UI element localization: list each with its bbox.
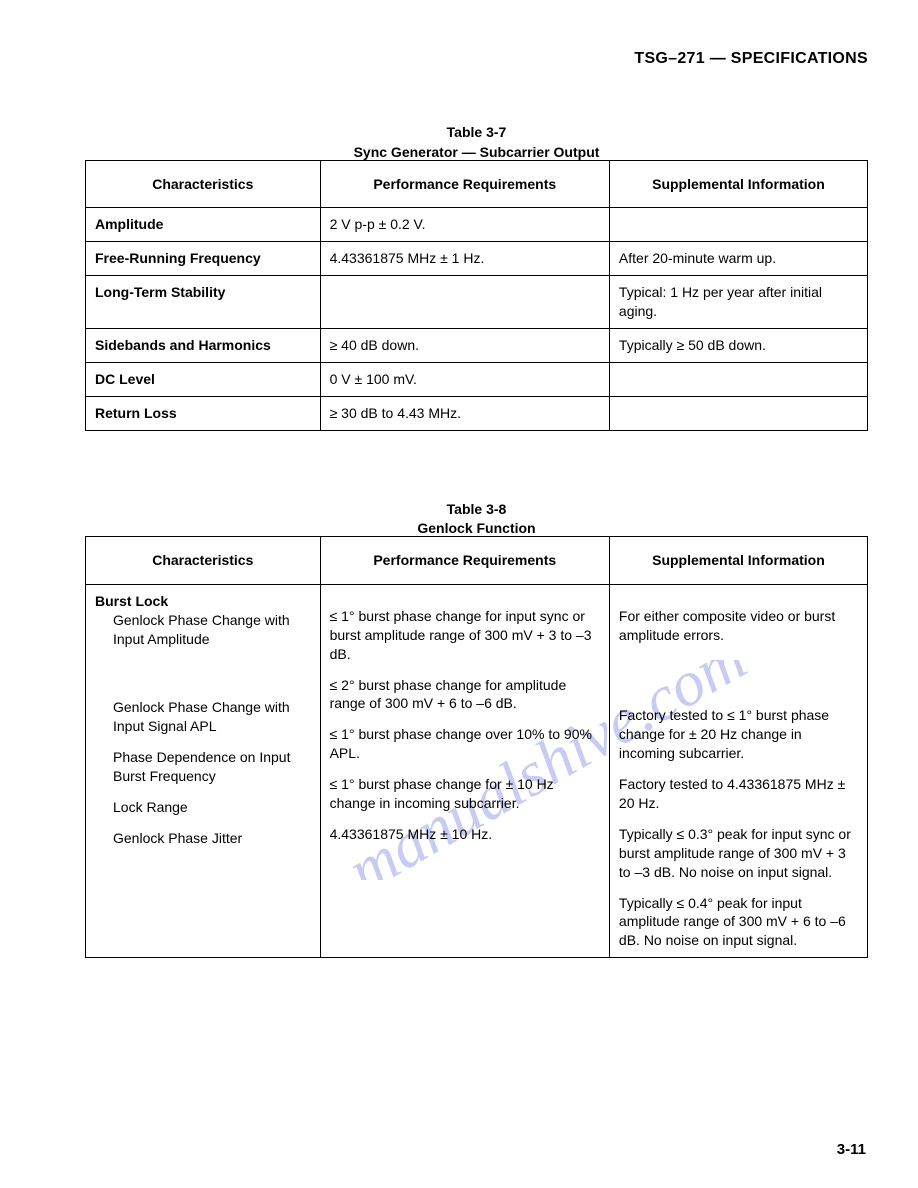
performance-text: ≤ 1° burst phase change for input sync o… xyxy=(330,607,600,664)
cell-characteristic: DC Level xyxy=(86,362,321,396)
cell-characteristic: Burst Lock Genlock Phase Change with Inp… xyxy=(86,585,321,958)
cell-performance: 2 V p-p ± 0.2 V. xyxy=(320,208,609,242)
performance-text: ≤ 2° burst phase change for amplitude ra… xyxy=(330,676,600,714)
sub-characteristic: Genlock Phase Jitter xyxy=(95,829,311,848)
table38: Characteristics Performance Requirements… xyxy=(85,536,868,958)
table37-label: Table 3-7 xyxy=(85,124,868,142)
table37: Characteristics Performance Requirements… xyxy=(85,160,868,431)
table38-label: Table 3-8 xyxy=(85,501,868,519)
page-header-title: TSG–271 — SPECIFICATIONS xyxy=(85,50,868,68)
col-characteristics: Characteristics xyxy=(86,537,321,585)
col-performance: Performance Requirements xyxy=(320,160,609,208)
table-row: Burst Lock Genlock Phase Change with Inp… xyxy=(86,585,868,958)
cell-performance: ≤ 1° burst phase change for input sync o… xyxy=(320,585,609,958)
cell-supplemental xyxy=(609,208,867,242)
sub-characteristic: Genlock Phase Change with Input Signal A… xyxy=(95,698,311,736)
table-row: DC Level 0 V ± 100 mV. xyxy=(86,362,868,396)
col-characteristics: Characteristics xyxy=(86,160,321,208)
performance-text: 4.43361875 MHz ± 10 Hz. xyxy=(330,825,600,844)
cell-characteristic: Amplitude xyxy=(86,208,321,242)
supplemental-text: Factory tested to ≤ 1° burst phase chang… xyxy=(619,706,858,763)
cell-performance: 4.43361875 MHz ± 1 Hz. xyxy=(320,242,609,276)
supplemental-text: Factory tested to 4.43361875 MHz ± 20 Hz… xyxy=(619,775,858,813)
table-header-row: Characteristics Performance Requirements… xyxy=(86,160,868,208)
sub-characteristic: Lock Range xyxy=(95,798,311,817)
table38-caption: Genlock Function xyxy=(85,520,868,536)
table37-caption: Sync Generator — Subcarrier Output xyxy=(85,144,868,160)
col-supplemental: Supplemental Information xyxy=(609,160,867,208)
sub-characteristic: Phase Dependence on Input Burst Frequenc… xyxy=(95,748,311,786)
cell-performance: ≥ 40 dB down. xyxy=(320,328,609,362)
group-header: Burst Lock xyxy=(95,593,168,609)
cell-supplemental: Typical: 1 Hz per year after initial agi… xyxy=(609,276,867,329)
cell-characteristic: Return Loss xyxy=(86,396,321,430)
cell-supplemental: After 20-minute warm up. xyxy=(609,242,867,276)
table-row: Free-Running Frequency 4.43361875 MHz ± … xyxy=(86,242,868,276)
performance-text: ≤ 1° burst phase change for ± 10 Hz chan… xyxy=(330,775,600,813)
cell-supplemental: Typically ≥ 50 dB down. xyxy=(609,328,867,362)
cell-supplemental: For either composite video or burst ampl… xyxy=(609,585,867,958)
cell-performance xyxy=(320,276,609,329)
cell-characteristic: Free-Running Frequency xyxy=(86,242,321,276)
sub-characteristic: Genlock Phase Change with Input Amplitud… xyxy=(95,611,311,649)
table-row: Sidebands and Harmonics ≥ 40 dB down. Ty… xyxy=(86,328,868,362)
table-row: Long-Term Stability Typical: 1 Hz per ye… xyxy=(86,276,868,329)
cell-supplemental xyxy=(609,396,867,430)
col-performance: Performance Requirements xyxy=(320,537,609,585)
cell-performance: 0 V ± 100 mV. xyxy=(320,362,609,396)
cell-performance: ≥ 30 dB to 4.43 MHz. xyxy=(320,396,609,430)
supplemental-text: For either composite video or burst ampl… xyxy=(619,607,858,645)
cell-supplemental xyxy=(609,362,867,396)
performance-text: ≤ 1° burst phase change over 10% to 90% … xyxy=(330,725,600,763)
cell-characteristic: Sidebands and Harmonics xyxy=(86,328,321,362)
col-supplemental: Supplemental Information xyxy=(609,537,867,585)
supplemental-text: Typically ≤ 0.4° peak for input amplitud… xyxy=(619,894,858,951)
table-row: Return Loss ≥ 30 dB to 4.43 MHz. xyxy=(86,396,868,430)
supplemental-text: Typically ≤ 0.3° peak for input sync or … xyxy=(619,825,858,882)
page-number: 3-11 xyxy=(837,1141,866,1158)
cell-characteristic: Long-Term Stability xyxy=(86,276,321,329)
table-header-row: Characteristics Performance Requirements… xyxy=(86,537,868,585)
table-row: Amplitude 2 V p-p ± 0.2 V. xyxy=(86,208,868,242)
